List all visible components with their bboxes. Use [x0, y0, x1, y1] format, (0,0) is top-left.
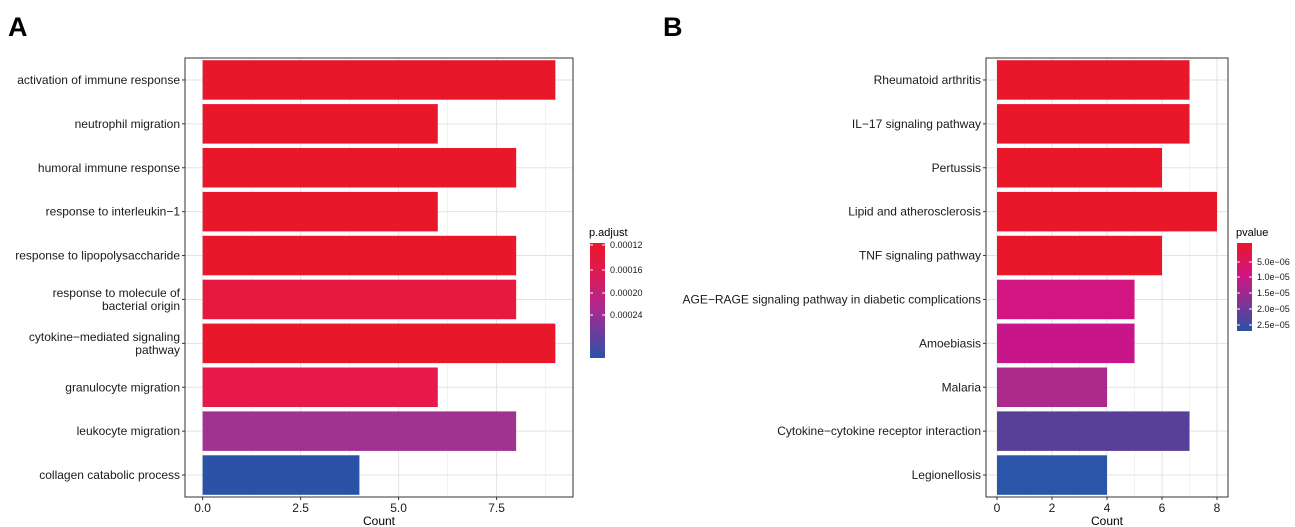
legend-label: 2.5e−05: [1257, 320, 1290, 330]
x-tick-label: 2.5: [292, 501, 309, 515]
bar: [997, 235, 1162, 276]
bar: [202, 147, 517, 188]
panel-b: B Rheumatoid arthritis IL−17 signaling pa…: [663, 12, 1290, 527]
bar: [202, 279, 517, 320]
legend-title: pvalue: [1236, 227, 1268, 239]
x-axis-ticks: 0.0 2.5 5.0 7.5: [194, 497, 505, 515]
legend-colorbar: [590, 243, 605, 358]
bar: [997, 60, 1190, 100]
category-label: Rheumatoid arthritis: [874, 73, 981, 87]
category-label: Malaria: [942, 380, 982, 394]
x-tick-label: 7.5: [488, 501, 505, 515]
x-tick-label: 4: [1104, 501, 1111, 515]
legend-title: p.adjust: [589, 227, 628, 239]
bar: [202, 104, 438, 144]
bar: [997, 147, 1162, 188]
bar: [202, 235, 517, 276]
category-label: activation of immune response: [17, 73, 180, 87]
bar-series: [997, 60, 1217, 495]
category-label: response to interleukin−1: [46, 205, 181, 219]
bar: [997, 323, 1135, 364]
panel-a: A activation of immune response neutrophi…: [8, 12, 643, 527]
bar-series: [202, 60, 556, 495]
plot-border: [184, 57, 574, 498]
legend-label: 1.0e−05: [1257, 272, 1290, 282]
category-label: TNF signaling pathway: [859, 249, 981, 263]
bar: [202, 367, 438, 408]
category-label: cytokine−mediated signaling pathway: [29, 330, 180, 357]
bar: [997, 104, 1190, 144]
bar: [997, 455, 1107, 495]
panel-label: B: [663, 12, 683, 42]
category-label: collagen catabolic process: [39, 468, 180, 482]
x-tick-label: 5.0: [390, 501, 407, 515]
category-label: granulocyte migration: [65, 380, 180, 394]
bar: [997, 279, 1135, 320]
legend-label: 0.00024: [610, 310, 643, 320]
category-label: Legionellosis: [912, 468, 981, 482]
bar: [997, 411, 1190, 451]
panel-label: A: [8, 12, 28, 42]
bar: [202, 60, 556, 100]
category-label: response to lipopolysaccharide: [15, 249, 180, 263]
bar: [997, 367, 1107, 408]
bar: [202, 411, 517, 451]
color-legend: pvalue 5.0e−06 1.0e−05 1.5e−05 2.0e−05 2.5e−0…: [1236, 227, 1290, 331]
category-label: IL−17 signaling pathway: [852, 117, 981, 131]
bar: [202, 323, 556, 364]
x-axis-ticks: 0 2 4 6 8: [994, 497, 1221, 515]
legend-label: 2.0e−05: [1257, 304, 1290, 314]
x-tick-label: 0: [994, 501, 1001, 515]
bar: [997, 191, 1217, 232]
legend-label: 5.0e−06: [1257, 257, 1290, 267]
legend-label: 0.00012: [610, 240, 643, 250]
x-tick-label: 8: [1214, 501, 1221, 515]
category-label: Pertussis: [932, 161, 981, 175]
bar: [202, 191, 438, 232]
x-tick-label: 6: [1159, 501, 1166, 515]
legend-label: 1.5e−05: [1257, 288, 1290, 298]
category-label: leukocyte migration: [77, 424, 180, 438]
legend-label: 0.00016: [610, 265, 643, 275]
legend-colorbar: [1237, 243, 1252, 331]
category-label: Lipid and atherosclerosis: [848, 205, 981, 219]
category-label: Amoebiasis: [919, 336, 981, 350]
bar: [202, 455, 360, 495]
category-label: humoral immune response: [38, 161, 180, 175]
x-axis-label: Count: [1091, 514, 1124, 527]
x-tick-label: 2: [1049, 501, 1056, 515]
category-labels: activation of immune response neutrophil …: [15, 73, 185, 482]
x-axis-label: Count: [363, 514, 396, 527]
category-label: neutrophil migration: [75, 117, 180, 131]
category-label: AGE−RAGE signaling pathway in diabetic c…: [683, 292, 982, 306]
category-labels: Rheumatoid arthritis IL−17 signaling path…: [683, 73, 986, 482]
x-tick-label: 0.0: [194, 501, 211, 515]
category-label: response to molecule of bacterial origin: [53, 286, 181, 313]
legend-label: 0.00020: [610, 288, 643, 298]
category-label: Cytokine−cytokine receptor interaction: [777, 424, 981, 438]
